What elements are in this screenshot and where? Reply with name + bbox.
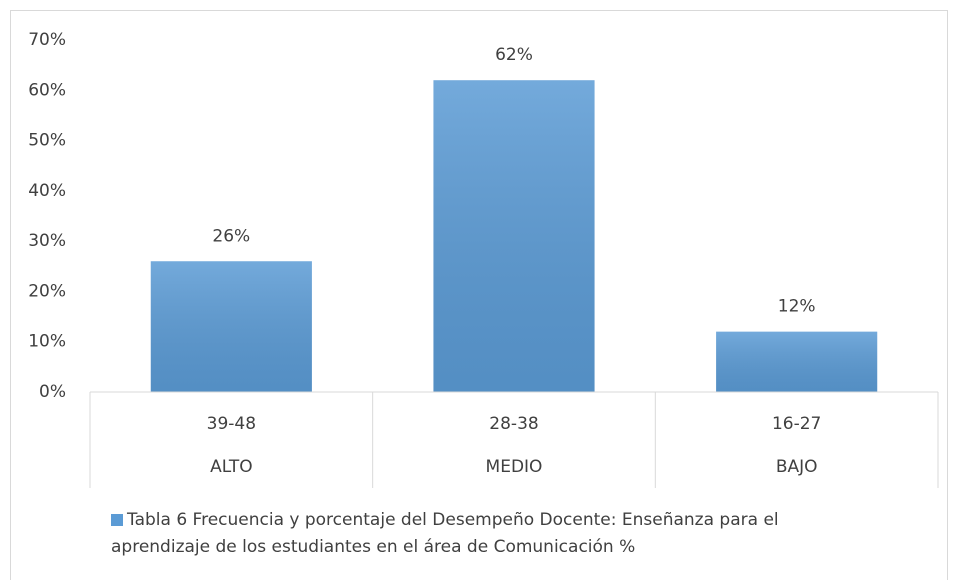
x-tick-label: 28-38 <box>489 414 538 434</box>
legend-label: Tabla 6 Frecuencia y porcentaje del Dese… <box>111 510 779 557</box>
y-tick-label: 20% <box>28 281 66 301</box>
data-label: 62% <box>495 45 533 65</box>
y-tick-label: 10% <box>28 332 66 352</box>
bar-shade <box>150 261 312 392</box>
x-tick-label: 39-48 <box>207 414 256 434</box>
y-tick-label: 60% <box>28 80 66 100</box>
data-label: 26% <box>212 226 250 246</box>
bar-shade <box>716 331 878 392</box>
category-group-label: BAJO <box>776 457 818 477</box>
x-tick-label: 16-27 <box>772 414 821 434</box>
y-tick-label: 0% <box>39 382 66 402</box>
data-label: 12% <box>778 297 816 317</box>
y-tick-label: 30% <box>28 231 66 251</box>
category-group-label: MEDIO <box>486 457 543 477</box>
category-group-label: ALTO <box>210 457 253 477</box>
y-tick-label: 50% <box>28 131 66 151</box>
bar-shade <box>433 80 595 392</box>
legend: Tabla 6 Frecuencia y porcentaje del Dese… <box>111 507 831 561</box>
chart-border <box>10 10 948 580</box>
y-tick-label: 40% <box>28 181 66 201</box>
legend-key <box>111 514 123 526</box>
y-tick-label: 70% <box>28 30 66 50</box>
